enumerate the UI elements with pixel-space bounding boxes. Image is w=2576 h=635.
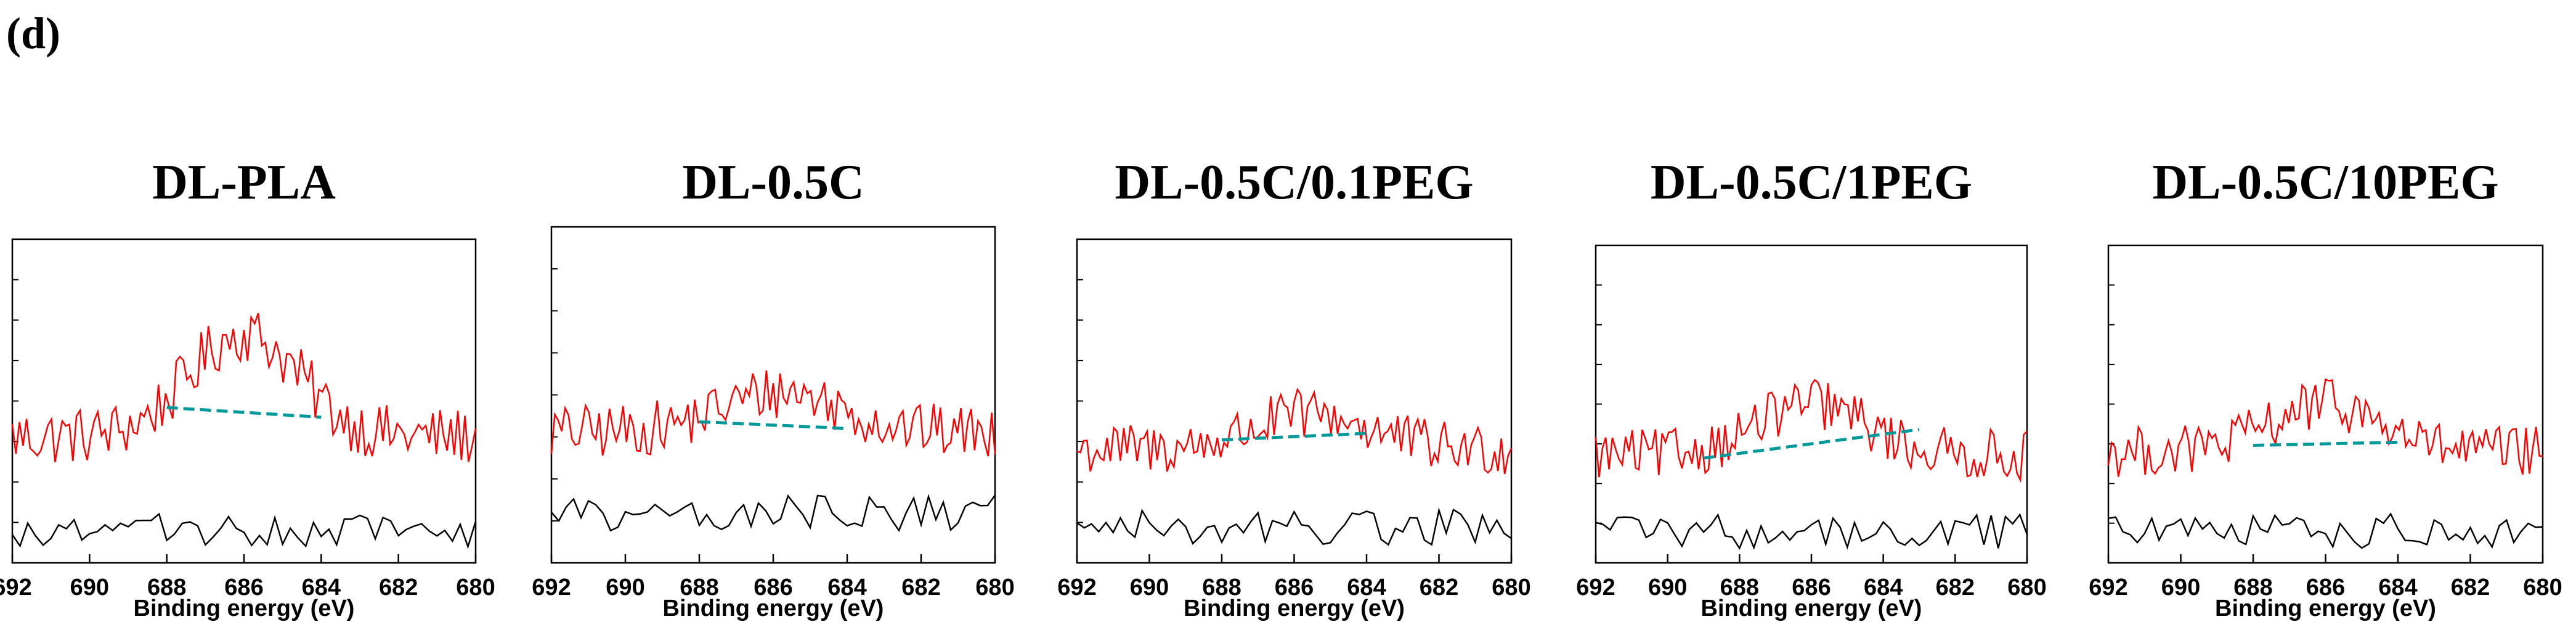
plot-frame — [1595, 244, 2028, 564]
x-axis-label: Binding energy (eV) — [663, 596, 884, 621]
reference-spectrum-line — [11, 512, 477, 549]
x-tick-label: 684 — [827, 575, 866, 600]
x-tick-label: 692 — [0, 575, 32, 600]
plot-frame — [550, 226, 996, 564]
reference-spectrum-line — [2108, 512, 2543, 549]
x-axis-label: Binding energy (eV) — [1701, 596, 1922, 621]
x-tick-label: 686 — [1792, 575, 1830, 600]
x-tick-label: 692 — [1576, 575, 1615, 600]
x-tick-label: 692 — [1057, 575, 1096, 600]
reference-spectrum-line — [551, 493, 996, 533]
chart-title: DL-0.5C/1PEG — [1651, 155, 1972, 210]
x-axis-label: Binding energy (eV) — [134, 596, 355, 621]
x-tick-label: 680 — [975, 575, 1014, 600]
measured-spectrum-line — [1076, 387, 1513, 475]
chart-2: DL-0.5C 692 690 688 686 684 682 680 Binding ener… — [532, 155, 1014, 621]
x-tick-label: 680 — [1492, 575, 1530, 600]
x-tick-label: 686 — [754, 575, 792, 600]
x-tick-label: 690 — [1130, 575, 1169, 600]
chart-5: DL-0.5C/10PEG 692 690 688 686 684 682 680 Bindin… — [2089, 155, 2562, 621]
chart-title: DL-PLA — [152, 155, 336, 210]
baseline-fit-line — [699, 420, 848, 430]
measured-spectrum-line — [11, 313, 477, 462]
x-tick-label: 680 — [2007, 575, 2046, 600]
x-tick-label: 688 — [2233, 575, 2272, 600]
chart-title: DL-0.5C — [682, 155, 864, 210]
charts-group: DL-PLA 692 690 688 686 684 682 680 Binding energ… — [0, 155, 2562, 621]
x-tick-label: 682 — [1420, 575, 1458, 600]
chart-title: DL-0.5C/10PEG — [2152, 155, 2498, 210]
x-tick-label: 692 — [2089, 575, 2127, 600]
baseline-fit-line — [2253, 440, 2399, 447]
x-tick-label: 682 — [1936, 575, 1975, 600]
x-tick-label: 684 — [1347, 575, 1386, 600]
x-tick-label: 690 — [606, 575, 644, 600]
x-tick-label: 692 — [532, 575, 571, 600]
panel-label: (d) — [6, 9, 60, 58]
x-tick-label: 688 — [147, 575, 186, 600]
x-tick-label: 690 — [2161, 575, 2200, 600]
x-axis-label: Binding energy (eV) — [1184, 596, 1405, 621]
chart-4: DL-0.5C/1PEG 692 690 688 686 684 682 680 Binding… — [1576, 155, 2046, 621]
baseline-fit-line — [1703, 428, 1920, 460]
measured-spectrum-line — [1595, 379, 2028, 483]
x-tick-label: 680 — [456, 575, 495, 600]
x-tick-label: 684 — [1864, 575, 1903, 600]
chart-3: DL-0.5C/0.1PEG 692 690 688 686 684 682 680 Bindi… — [1057, 155, 1530, 621]
x-tick-label: 682 — [379, 575, 418, 600]
x-tick-label: 690 — [1648, 575, 1687, 600]
x-tick-label: 686 — [2306, 575, 2345, 600]
reference-spectrum-line — [1076, 507, 1512, 546]
chart-title: DL-0.5C/0.1PEG — [1115, 155, 1473, 210]
x-tick-label: 690 — [70, 575, 109, 600]
x-tick-label: 686 — [1275, 575, 1314, 600]
x-tick-label: 688 — [1720, 575, 1759, 600]
chart-1: DL-PLA 692 690 688 686 684 682 680 Binding energ… — [0, 155, 495, 621]
x-tick-label: 682 — [2451, 575, 2490, 600]
x-tick-label: 684 — [2378, 575, 2417, 600]
plot-frame — [2107, 244, 2544, 564]
reference-spectrum-line — [1595, 513, 2028, 551]
x-tick-label: 684 — [302, 575, 341, 600]
baseline-fit-line — [1221, 432, 1367, 441]
baseline-fit-line — [166, 406, 322, 419]
x-tick-label: 682 — [901, 575, 940, 600]
x-axis-label: Binding energy (eV) — [2215, 596, 2436, 621]
measured-spectrum-line — [550, 370, 996, 457]
x-tick-label: 680 — [2523, 575, 2562, 600]
measured-spectrum-line — [2107, 378, 2543, 477]
plot-frame — [11, 238, 477, 564]
x-tick-label: 688 — [1202, 575, 1241, 600]
x-tick-label: 686 — [224, 575, 263, 600]
x-tick-label: 688 — [680, 575, 718, 600]
